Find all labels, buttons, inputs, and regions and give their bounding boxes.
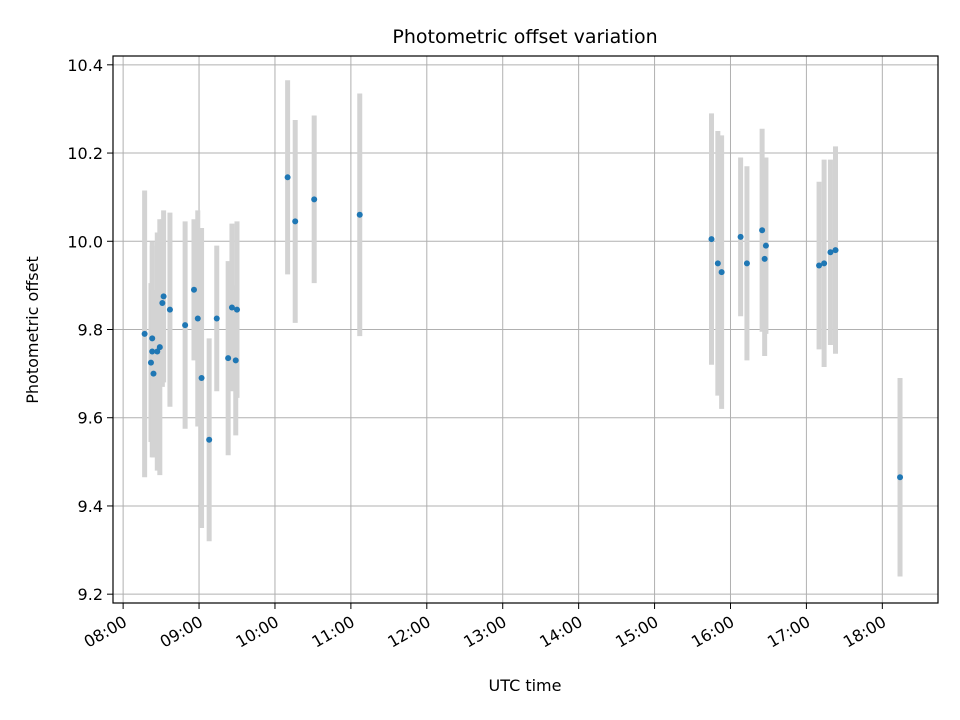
y-tick-label: 10.0 — [67, 232, 103, 251]
y-tick-label: 9.6 — [78, 409, 103, 428]
data-point — [156, 344, 163, 351]
data-point — [190, 286, 197, 293]
data-point — [141, 330, 148, 337]
data-point — [897, 474, 904, 481]
y-tick-label: 9.8 — [78, 321, 103, 340]
data-point — [147, 359, 154, 366]
data-point — [708, 236, 715, 243]
data-point — [714, 260, 721, 267]
data-point — [149, 348, 156, 355]
data-point — [292, 218, 299, 225]
data-point — [832, 247, 839, 254]
data-point — [194, 315, 201, 322]
data-point — [232, 357, 239, 364]
data-point — [759, 227, 766, 234]
data-point — [228, 304, 235, 311]
y-axis-title: Photometric offset — [23, 256, 42, 404]
data-point — [225, 355, 232, 362]
y-tick-label: 9.4 — [78, 497, 103, 516]
y-tick-label: 10.4 — [67, 56, 103, 75]
data-point — [182, 322, 189, 329]
data-point — [718, 269, 725, 276]
data-point — [821, 260, 828, 267]
data-point — [154, 348, 161, 355]
data-point — [737, 233, 744, 240]
data-point — [827, 249, 834, 256]
data-point — [160, 293, 167, 300]
y-tick-label: 9.2 — [78, 585, 103, 604]
data-point — [284, 174, 291, 181]
y-tick-label: 10.2 — [67, 144, 103, 163]
data-point — [234, 306, 241, 313]
data-point — [743, 260, 750, 267]
data-point — [166, 306, 173, 313]
data-point — [761, 255, 768, 262]
data-point — [198, 375, 205, 382]
data-point — [159, 300, 166, 307]
data-point — [206, 436, 213, 443]
data-point — [150, 370, 157, 377]
data-point — [816, 262, 823, 269]
data-point — [356, 211, 363, 218]
data-point — [149, 335, 156, 342]
data-point — [762, 242, 769, 249]
x-axis-title: UTC time — [489, 676, 562, 695]
marker-layer — [141, 174, 904, 481]
grid-layer — [113, 56, 938, 603]
chart-title: Photometric offset variation — [392, 26, 657, 48]
data-point — [311, 196, 318, 203]
data-point — [213, 315, 220, 322]
